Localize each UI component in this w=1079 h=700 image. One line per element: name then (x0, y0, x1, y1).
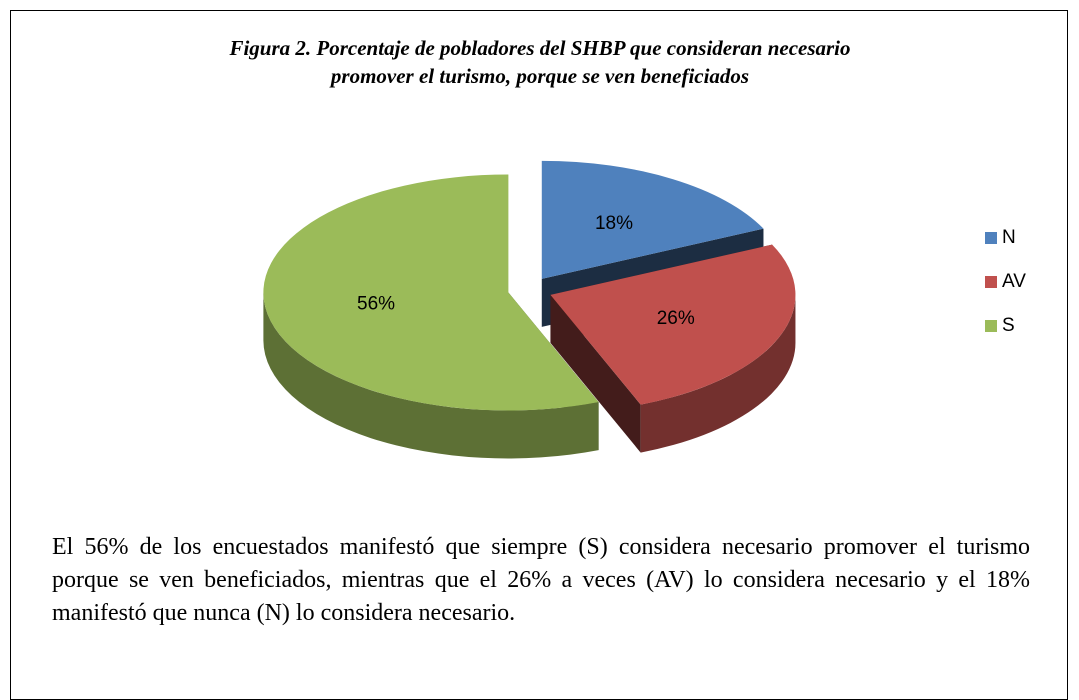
slice-side (640, 294, 796, 453)
paragraph: El 56% de los encuestados manifestó que … (52, 534, 1030, 626)
legend-swatch (985, 320, 997, 332)
page: Figura 2. Porcentaje de pobladores del S… (10, 10, 1068, 700)
chart: 18% 26% 56% N AV S (263, 160, 1026, 459)
legend-label: S (1002, 315, 1015, 336)
legend-swatch (985, 232, 997, 244)
slice-side (263, 292, 599, 459)
chart-title: Figura 2. Porcentaje de pobladores del S… (229, 36, 851, 88)
slice (541, 160, 764, 279)
slice-edge (550, 294, 641, 453)
data-label: 18% (595, 213, 633, 234)
slice (263, 174, 599, 411)
slice (550, 244, 796, 405)
data-label: 56% (357, 294, 395, 315)
legend-label: N (1002, 227, 1016, 248)
legend-label: AV (1002, 271, 1026, 292)
legend-swatch (985, 276, 997, 288)
data-label: 26% (657, 308, 695, 329)
